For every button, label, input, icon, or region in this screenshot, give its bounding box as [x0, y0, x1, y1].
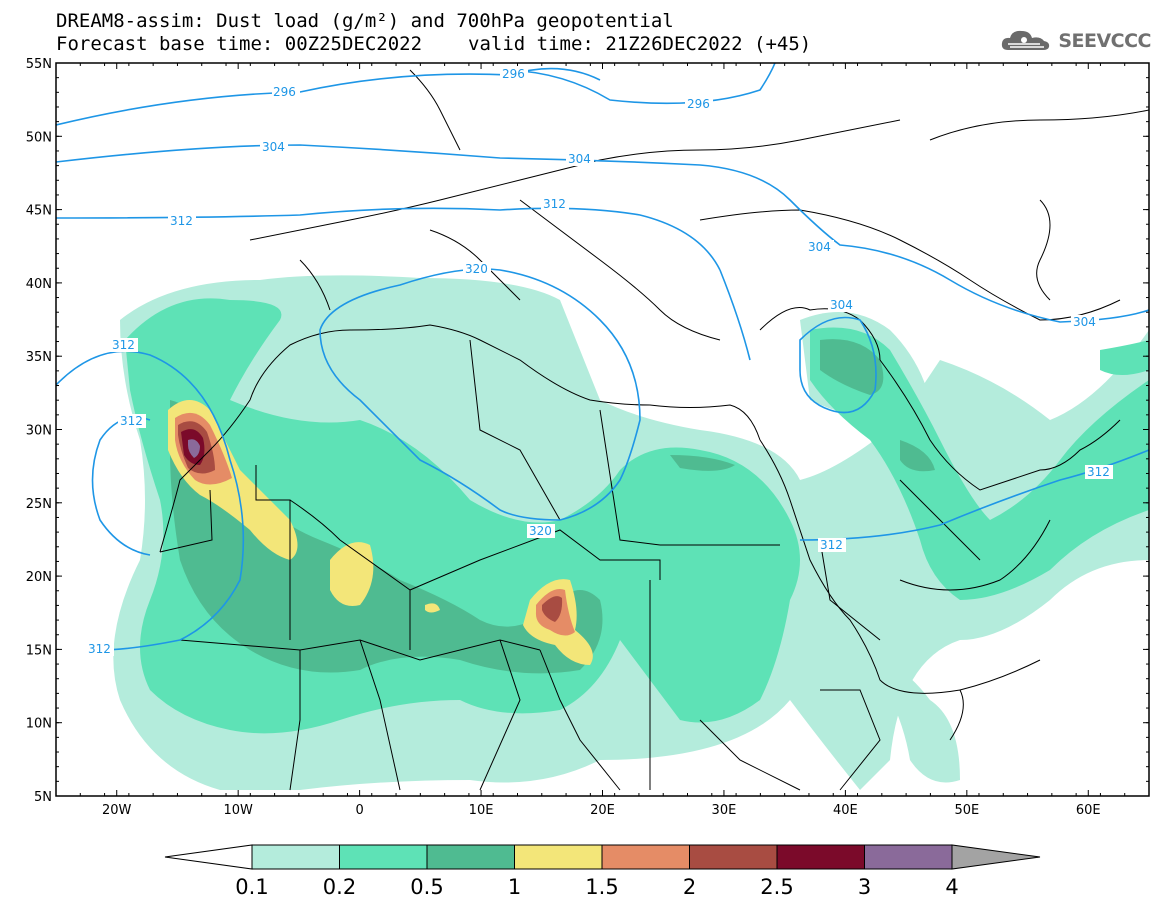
colorbar-label: 1.5 [585, 875, 618, 899]
colorbar-label: 0.5 [410, 875, 443, 899]
lon-label: 10E [469, 803, 494, 818]
colorbar: 0.1 0.2 0.5 1 1.5 2 2.5 3 4 [164, 844, 1041, 899]
colorbar-label: 4 [945, 875, 958, 899]
lat-label: 25N [26, 497, 52, 512]
contour-label: 320 [529, 524, 552, 538]
country-borders [159, 69, 1149, 791]
lon-label: 50E [954, 803, 979, 818]
contour-label: 312 [1087, 465, 1110, 479]
lat-label: 15N [26, 643, 52, 658]
map-title-line1: DREAM8-assim: Dust load (g/m²) and 700hP… [56, 10, 674, 32]
contour-label: 304 [568, 152, 591, 166]
contour-label-group: 296 296 296 304 304 304 304 304 312 312 … [86, 67, 1113, 656]
cloud-icon [1002, 30, 1050, 50]
lon-label: 30E [712, 803, 737, 818]
colorbar-segment [251, 844, 340, 870]
lon-label: 10W [223, 803, 253, 818]
longitude-labels: 20W 10W 0 10E 20E 30E 40E 50E 60E [102, 803, 1101, 818]
lat-label: 55N [26, 57, 52, 72]
colorbar-label: 0.2 [323, 875, 356, 899]
contour-label: 304 [808, 240, 831, 254]
axis-ticks [55, 62, 1150, 797]
contour-label: 312 [120, 414, 143, 428]
lon-label: 0 [355, 803, 363, 818]
colorbar-over-triangle [951, 844, 1041, 870]
contour-label: 304 [1073, 315, 1096, 329]
contour-label: 296 [502, 67, 525, 81]
colorbar-segment [601, 844, 690, 870]
lat-label: 45N [26, 204, 52, 219]
lat-label: 5N [34, 790, 52, 805]
lat-label: 35N [26, 350, 52, 365]
map-plot-area: 296 296 296 304 304 304 304 304 312 312 … [56, 63, 1149, 791]
latitude-labels: 55N 50N 45N 40N 35N 30N 25N 20N 15N 10N 5N [26, 57, 52, 805]
colorbar-segment [864, 844, 953, 870]
colorbar-under-triangle [164, 844, 253, 870]
colorbar-segment [689, 844, 778, 870]
lat-label: 40N [26, 277, 52, 292]
lat-label: 50N [26, 130, 52, 145]
contour-label: 296 [687, 97, 710, 111]
contour-label: 304 [262, 140, 285, 154]
lon-label: 20E [590, 803, 615, 818]
contour-label: 304 [830, 298, 853, 312]
seevccc-logo: SEEVCCC [1000, 28, 1151, 54]
forecast-base-time: Forecast base time: 00Z25DEC2022 [56, 33, 423, 55]
lon-label: 40E [833, 803, 858, 818]
contour-label: 312 [170, 214, 193, 228]
lat-label: 30N [26, 424, 52, 439]
contour-label: 312 [820, 538, 843, 552]
colorbar-label: 1 [508, 875, 521, 899]
contour-label: 296 [273, 85, 296, 99]
colorbar-segment [776, 844, 865, 870]
valid-time: valid time: 21Z26DEC2022 (+45) [468, 33, 812, 55]
colorbar-segment [339, 844, 428, 870]
contour-label: 312 [112, 338, 135, 352]
colorbar-segment [426, 844, 515, 870]
colorbar-label: 0.1 [235, 875, 268, 899]
contour-label: 312 [88, 642, 111, 656]
contour-label: 312 [543, 197, 566, 211]
map-title-line2: Forecast base time: 00Z25DEC2022 valid ti… [56, 33, 811, 55]
colorbar-label: 3 [858, 875, 871, 899]
lon-label: 20W [102, 803, 132, 818]
colorbar-segment [514, 844, 603, 870]
lon-label: 60E [1076, 803, 1101, 818]
contour-label: 320 [465, 262, 488, 276]
lat-label: 20N [26, 570, 52, 585]
colorbar-label: 2.5 [760, 875, 793, 899]
dust-shading [113, 275, 1149, 790]
colorbar-label: 2 [683, 875, 696, 899]
lat-label: 10N [26, 717, 52, 732]
